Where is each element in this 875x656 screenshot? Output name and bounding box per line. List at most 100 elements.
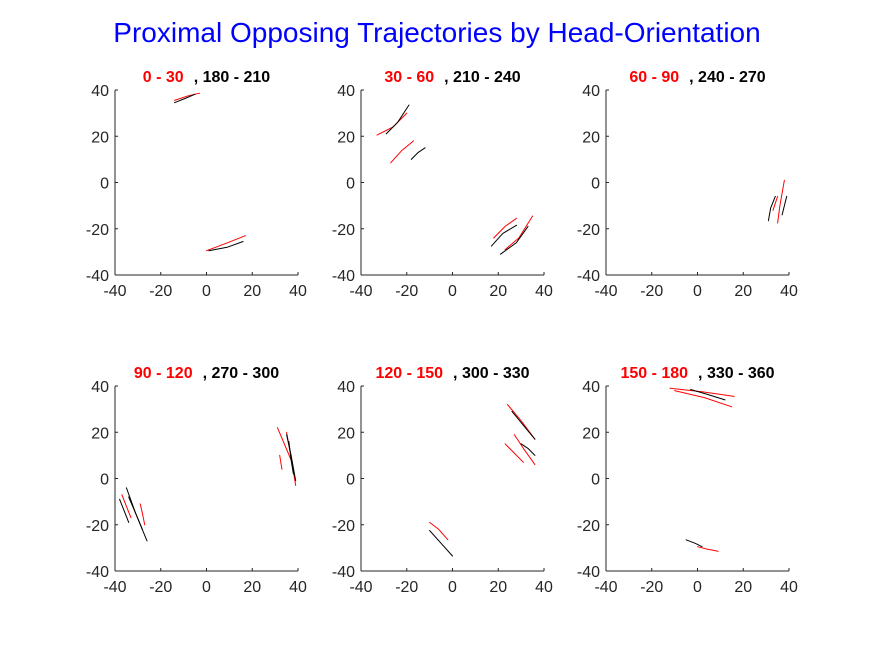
trajectory-black-7: [429, 530, 453, 557]
y-tick-label: 0: [100, 472, 109, 489]
y-tick-label: 40: [337, 83, 355, 100]
subplot-title-red: 90 - 120: [134, 365, 193, 382]
subplot-1: -40 -20 0 20 40 40 20 0 -20 -40 0 - 30 , 180 - 210: [86, 69, 307, 300]
y-tick-label: -20: [332, 518, 355, 535]
x-tick-label: 0: [448, 579, 457, 596]
trajectory-black-5: [128, 496, 143, 530]
trajectory-black-3: [690, 389, 726, 401]
x-tick-label: 20: [489, 283, 507, 300]
y-tick-label: -20: [332, 222, 355, 239]
subplot-title: 0 - 30 , 180 - 210: [143, 69, 271, 86]
x-tick-label: 0: [693, 283, 702, 300]
x-tick-label: 0: [448, 283, 457, 300]
x-tick-label: 40: [535, 579, 553, 596]
y-tick-label: 20: [337, 129, 355, 146]
subplot-3: -40 -20 0 20 40 40 20 0 -20 -40 60 - 90 , 240 - 270: [577, 69, 798, 300]
y-tick-label: -20: [86, 518, 109, 535]
x-tick-label: -20: [149, 579, 172, 596]
trajectory-red-1: [669, 387, 735, 397]
subplot-title-red: 0 - 30: [143, 69, 184, 86]
subplot-title-black: , 210 - 240: [444, 69, 521, 86]
trajectory-black-4: [410, 147, 426, 160]
subplot-title-black: , 240 - 270: [689, 69, 766, 86]
trajectory-black-5: [520, 443, 536, 456]
trajectory-black-4: [781, 195, 788, 216]
x-tick-label: 40: [289, 579, 307, 596]
trajectory-black-9: [286, 434, 297, 482]
x-tick-label: 20: [734, 579, 752, 596]
subplot-title-red: 150 - 180: [620, 365, 688, 382]
x-tick-label: -40: [349, 283, 372, 300]
subplot-title: 120 - 150 , 300 - 330: [375, 365, 529, 382]
y-tick-label: 20: [582, 425, 600, 442]
trajectory-black-4: [685, 539, 703, 548]
trajectory-red-1: [376, 112, 408, 136]
x-tick-label: 40: [535, 283, 553, 300]
x-tick-label: -20: [395, 283, 418, 300]
subplot-6: -40 -20 0 20 40 40 20 0 -20 -40 150 - 180 , 330 - 3…: [577, 365, 798, 596]
y-tick-label: -20: [577, 222, 600, 239]
x-tick-label: -40: [349, 579, 372, 596]
trajectory-black-6: [490, 224, 517, 247]
y-tick-label: 0: [346, 176, 355, 193]
x-tick-label: -40: [594, 283, 617, 300]
x-tick-label: 40: [780, 579, 798, 596]
trajectory-red-5: [493, 217, 517, 239]
y-tick-label: 40: [91, 83, 109, 100]
x-tick-label: -20: [149, 283, 172, 300]
subplot-title: 90 - 120 , 270 - 300: [134, 365, 279, 382]
x-tick-label: 20: [489, 579, 507, 596]
x-tick-label: 40: [289, 283, 307, 300]
y-tick-label: -20: [86, 222, 109, 239]
trajectory-red-1: [174, 92, 201, 101]
y-tick-label: 20: [337, 425, 355, 442]
trajectory-red-3: [206, 235, 246, 252]
x-tick-label: 40: [780, 283, 798, 300]
x-tick-label: 0: [202, 283, 211, 300]
subplot-4: -40 -20 0 20 40 40 20 0 -20 -40 90 - 120 , 270 - 30…: [86, 365, 307, 596]
trajectory-black-4: [208, 241, 244, 252]
subplot-title-black: , 330 - 360: [698, 365, 775, 382]
y-tick-label: 40: [582, 379, 600, 396]
y-tick-label: 20: [91, 425, 109, 442]
subplot-grid: -40 -20 0 20 40 40 20 0 -20 -40 0 - 30 , 180 - 210 -…: [86, 69, 798, 596]
trajectory-red-3: [390, 140, 415, 164]
trajectory-red-4: [513, 434, 536, 466]
subplot-title-black: , 300 - 330: [453, 365, 530, 382]
x-tick-label: 0: [693, 579, 702, 596]
trajectory-red-2: [772, 195, 779, 211]
x-tick-label: 20: [243, 283, 261, 300]
trajectory-red-1: [121, 494, 132, 519]
y-tick-label: 40: [582, 83, 600, 100]
subplot-title-black: , 270 - 300: [203, 365, 280, 382]
trajectory-red-3: [504, 443, 524, 463]
y-tick-label: -40: [332, 268, 355, 285]
y-tick-label: 0: [100, 176, 109, 193]
trajectory-red-8: [279, 454, 283, 470]
y-tick-label: -40: [332, 564, 355, 581]
y-tick-label: -40: [86, 564, 109, 581]
trajectory-black-3: [119, 498, 130, 523]
subplot-title: 30 - 60 , 210 - 240: [384, 69, 520, 86]
y-tick-label: -20: [577, 518, 600, 535]
y-tick-label: -40: [577, 268, 600, 285]
y-tick-label: 0: [346, 472, 355, 489]
subplot-2: -40 -20 0 20 40 40 20 0 -20 -40 30 - 60 , 210 - 240: [332, 69, 553, 300]
trajectory-black-2: [174, 93, 196, 104]
y-tick-label: -40: [577, 564, 600, 581]
subplot-title-red: 120 - 150: [375, 365, 443, 382]
x-tick-label: -20: [395, 579, 418, 596]
x-tick-label: 0: [202, 579, 211, 596]
trajectory-black-3: [767, 195, 776, 222]
trajectory-red-5: [697, 546, 719, 552]
y-tick-label: -40: [86, 268, 109, 285]
x-tick-label: -20: [640, 283, 663, 300]
subplot-title-red: 60 - 90: [629, 69, 679, 86]
subplot-title-black: , 180 - 210: [194, 69, 271, 86]
trajectory-black-2: [511, 410, 536, 440]
x-tick-label: 20: [243, 579, 261, 596]
x-tick-label: -40: [103, 579, 126, 596]
y-tick-label: 0: [591, 472, 600, 489]
x-tick-label: 20: [734, 283, 752, 300]
